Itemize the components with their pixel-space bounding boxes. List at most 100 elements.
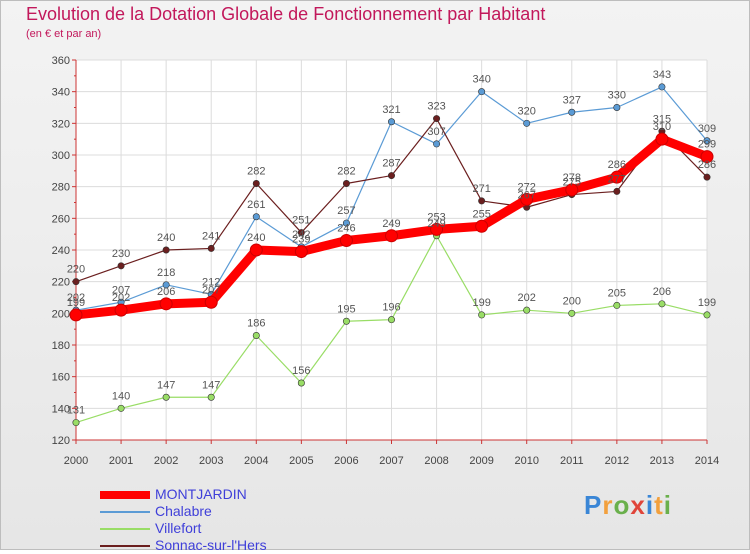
y-tick-label: 180 xyxy=(52,340,70,352)
data-label: 287 xyxy=(382,158,400,170)
data-label: 207 xyxy=(202,284,220,296)
logo-letter: P xyxy=(584,490,603,520)
data-label: 206 xyxy=(653,286,671,298)
data-label: 286 xyxy=(698,159,716,171)
logo-letter: x xyxy=(630,490,646,520)
data-point-montjardin xyxy=(520,192,534,206)
x-tick-label: 2001 xyxy=(109,455,133,467)
data-point-montjardin xyxy=(249,243,263,257)
data-label: 340 xyxy=(472,74,490,86)
data-point-chalabre xyxy=(568,108,576,116)
data-label: 202 xyxy=(67,292,85,304)
legend-swatch xyxy=(100,528,150,530)
data-point-sonnac-sur-l-hers xyxy=(433,115,441,123)
data-label: 321 xyxy=(382,104,400,116)
data-point-montjardin xyxy=(655,132,669,146)
data-point-chalabre xyxy=(387,118,395,126)
data-label: 200 xyxy=(563,295,581,307)
data-label: 257 xyxy=(337,205,355,217)
logo-letter: t xyxy=(654,490,664,520)
data-point-sonnac-sur-l-hers xyxy=(703,173,711,181)
data-point-chalabre xyxy=(658,83,666,91)
data-point-montjardin xyxy=(159,297,173,311)
data-label: 131 xyxy=(67,405,85,417)
data-label: 186 xyxy=(247,318,265,330)
x-tick-label: 2009 xyxy=(469,455,493,467)
data-label: 199 xyxy=(67,297,85,309)
x-tick-label: 2004 xyxy=(244,455,268,467)
logo-letter: r xyxy=(602,490,614,520)
data-label: 147 xyxy=(202,379,220,391)
data-point-montjardin xyxy=(430,222,444,236)
data-label: 230 xyxy=(112,248,130,260)
data-label: 309 xyxy=(698,123,716,135)
legend-label: Sonnac-sur-l'Hers xyxy=(155,537,267,553)
y-tick-label: 340 xyxy=(52,87,70,99)
data-label: 239 xyxy=(292,234,310,246)
y-tick-label: 220 xyxy=(52,277,70,289)
x-tick-label: 2014 xyxy=(695,455,719,467)
data-label: 261 xyxy=(247,199,265,211)
data-point-villefort xyxy=(478,311,486,319)
y-tick-label: 160 xyxy=(52,372,70,384)
y-tick-label: 280 xyxy=(52,182,70,194)
y-tick-label: 300 xyxy=(52,150,70,162)
y-tick-label: 200 xyxy=(52,308,70,320)
x-tick-label: 2008 xyxy=(424,455,448,467)
data-label: 255 xyxy=(472,208,490,220)
data-point-villefort xyxy=(207,393,215,401)
legend-swatch xyxy=(100,545,150,547)
data-label: 220 xyxy=(67,264,85,276)
data-label: 147 xyxy=(157,379,175,391)
data-point-sonnac-sur-l-hers xyxy=(387,172,395,180)
data-point-chalabre xyxy=(252,213,260,221)
data-point-montjardin xyxy=(69,308,83,322)
data-point-sonnac-sur-l-hers xyxy=(162,246,170,254)
data-point-sonnac-sur-l-hers xyxy=(117,262,125,270)
data-label: 242 xyxy=(292,229,310,241)
data-label: 307 xyxy=(427,126,445,138)
data-label: 249 xyxy=(427,218,445,230)
data-point-villefort xyxy=(72,419,80,427)
data-point-chalabre xyxy=(703,137,711,145)
data-point-sonnac-sur-l-hers xyxy=(72,278,80,286)
data-label: 202 xyxy=(518,292,536,304)
data-point-montjardin xyxy=(339,234,353,247)
data-point-villefort xyxy=(297,379,305,387)
x-tick-label: 2011 xyxy=(560,455,584,467)
data-point-sonnac-sur-l-hers xyxy=(207,244,215,252)
data-point-sonnac-sur-l-hers xyxy=(613,187,621,195)
logo-letter: o xyxy=(613,490,631,520)
y-tick-label: 320 xyxy=(52,118,70,130)
data-label: 196 xyxy=(382,302,400,314)
data-label: 282 xyxy=(337,166,355,178)
data-label: 205 xyxy=(608,287,626,299)
y-tick-label: 240 xyxy=(52,245,70,257)
x-tick-label: 2005 xyxy=(289,455,313,467)
data-label: 315 xyxy=(653,113,671,125)
data-point-villefort xyxy=(523,306,531,314)
data-label: 195 xyxy=(337,303,355,315)
data-label: 207 xyxy=(112,284,130,296)
data-point-sonnac-sur-l-hers xyxy=(478,197,486,205)
legend-swatch xyxy=(100,491,150,499)
chart-subtitle: (en € et par an) xyxy=(26,28,102,40)
data-point-sonnac-sur-l-hers xyxy=(252,180,260,188)
data-point-villefort xyxy=(658,300,666,308)
data-label: 249 xyxy=(382,218,400,230)
data-point-villefort xyxy=(342,317,350,325)
legend-label: Villefort xyxy=(155,520,202,536)
data-point-villefort xyxy=(387,316,395,324)
y-tick-label: 140 xyxy=(52,403,70,415)
data-label: 156 xyxy=(292,365,310,377)
data-label: 240 xyxy=(247,232,265,244)
x-tick-label: 2002 xyxy=(154,455,178,467)
data-point-montjardin xyxy=(114,303,128,317)
data-label: 277 xyxy=(608,173,626,185)
chart-title: Evolution de la Dotation Globale de Fonc… xyxy=(26,4,546,24)
logo-letter: i xyxy=(645,490,655,520)
data-point-chalabre xyxy=(162,281,170,289)
x-tick-label: 2010 xyxy=(514,455,538,467)
data-label: 206 xyxy=(157,286,175,298)
logo-letter: i xyxy=(663,490,672,520)
